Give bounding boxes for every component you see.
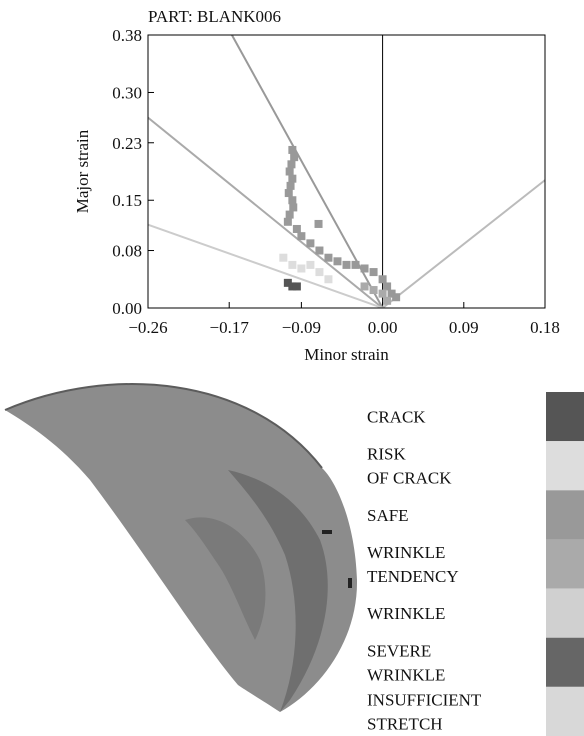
scatter-point xyxy=(370,286,378,294)
x-tick-label: 0.09 xyxy=(449,318,479,337)
page: PART: BLANK006 Minor strain Major strain −0… xyxy=(0,0,584,736)
legend-label: SAFE xyxy=(367,506,409,525)
part-marker xyxy=(322,530,332,534)
y-tick-label: 0.15 xyxy=(112,191,142,210)
y-tick-label: 0.23 xyxy=(112,134,142,153)
scatter-point xyxy=(306,261,314,269)
scatter-point xyxy=(306,239,314,247)
limit-line xyxy=(148,118,383,308)
scatter-point xyxy=(315,268,323,276)
scatter-point xyxy=(383,297,391,305)
scatter-point xyxy=(392,293,400,301)
scatter-point xyxy=(293,282,301,290)
scatter-point xyxy=(287,182,295,190)
scatter-point xyxy=(379,275,387,283)
legend-swatch xyxy=(546,392,584,441)
y-tick-label: 0.08 xyxy=(112,242,142,261)
x-axis-label: Minor strain xyxy=(304,345,389,364)
scatter-point xyxy=(279,254,287,262)
legend-swatch xyxy=(546,490,584,539)
scatter-point xyxy=(379,290,387,298)
x-tick-label: −0.09 xyxy=(282,318,321,337)
y-tick-label: 0.00 xyxy=(112,299,142,318)
scatter-point xyxy=(315,247,323,255)
scatter-point xyxy=(333,257,341,265)
x-tick-label: 0.00 xyxy=(368,318,398,337)
scatter-point xyxy=(290,153,298,161)
scatter-point xyxy=(284,218,292,226)
legend-label: CRACK xyxy=(367,408,426,427)
legend-swatch xyxy=(546,687,584,736)
legend-swatch xyxy=(546,539,584,588)
scatter-point xyxy=(352,261,360,269)
scatter-point xyxy=(297,264,305,272)
scatter-point xyxy=(289,203,297,211)
legend-label: WRINKLE xyxy=(367,604,445,623)
legend-swatch xyxy=(546,638,584,687)
scatter-point xyxy=(315,220,323,228)
scatter-point xyxy=(361,264,369,272)
legend-swatch xyxy=(546,441,584,490)
scatter-point xyxy=(324,254,332,262)
scatter-point xyxy=(297,232,305,240)
x-tick-label: −0.17 xyxy=(210,318,250,337)
part-render xyxy=(5,384,357,712)
y-tick-label: 0.38 xyxy=(112,26,142,45)
scatter-point xyxy=(383,282,391,290)
x-tick-label: 0.18 xyxy=(530,318,560,337)
scatter-point xyxy=(286,168,294,176)
legend-swatch xyxy=(546,589,584,638)
x-tick-label: −0.26 xyxy=(128,318,167,337)
y-tick-label: 0.30 xyxy=(112,83,142,102)
chart-title: PART: BLANK006 xyxy=(148,7,281,26)
scatter-point xyxy=(324,275,332,283)
scatter-point xyxy=(288,261,296,269)
scatter-point xyxy=(370,268,378,276)
scatter-point xyxy=(285,189,293,197)
scatter-point xyxy=(287,160,295,168)
y-axis-label: Major strain xyxy=(73,129,92,213)
limit-line xyxy=(383,180,545,308)
part-marker xyxy=(348,578,352,588)
scatter-point xyxy=(288,196,296,204)
scatter-point xyxy=(343,261,351,269)
scatter-point xyxy=(288,146,296,154)
scatter-point xyxy=(293,225,301,233)
scatter-point xyxy=(288,175,296,183)
scatter-point xyxy=(286,211,294,219)
scatter-point xyxy=(361,282,369,290)
